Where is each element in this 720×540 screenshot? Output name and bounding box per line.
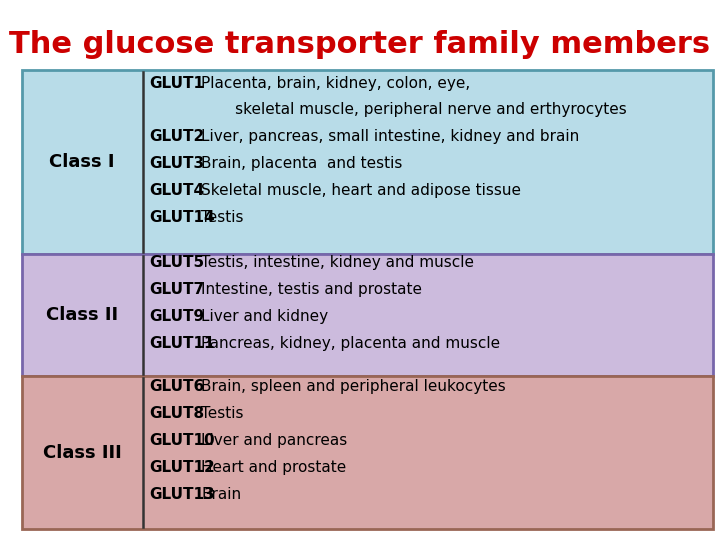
Text: Brain, placenta  and testis: Brain, placenta and testis [202,157,402,171]
Text: Testis: Testis [202,210,244,225]
Text: GLUT3: GLUT3 [150,157,204,171]
Text: GLUT13: GLUT13 [150,487,215,502]
Text: Class II: Class II [46,306,118,324]
Text: Testis: Testis [202,406,244,421]
Text: Brain, spleen and peripheral leukocytes: Brain, spleen and peripheral leukocytes [202,380,506,394]
Text: GLUT10: GLUT10 [150,433,215,448]
Text: Class III: Class III [42,444,122,462]
Text: Pancreas, kidney, placenta and muscle: Pancreas, kidney, placenta and muscle [202,336,500,350]
Text: GLUT5: GLUT5 [150,255,204,270]
Text: GLUT12: GLUT12 [150,460,215,475]
Text: Intestine, testis and prostate: Intestine, testis and prostate [202,282,423,297]
Text: GLUT8: GLUT8 [150,406,204,421]
Text: GLUT1: GLUT1 [150,76,204,91]
Text: Liver and kidney: Liver and kidney [202,309,328,323]
Text: Heart and prostate: Heart and prostate [202,460,346,475]
Text: Testis, intestine, kidney and muscle: Testis, intestine, kidney and muscle [202,255,474,270]
Text: skeletal muscle, peripheral nerve and erthyrocytes: skeletal muscle, peripheral nerve and er… [202,103,627,118]
Bar [22,254,713,376]
Text: Class I: Class I [50,153,114,171]
Bar [22,376,713,529]
Text: GLUT6: GLUT6 [150,380,204,394]
Text: Brain: Brain [202,487,241,502]
Text: GLUT7: GLUT7 [150,282,204,297]
Text: Liver and pancreas: Liver and pancreas [202,433,348,448]
Bar [22,70,713,254]
Text: Liver, pancreas, small intestine, kidney and brain: Liver, pancreas, small intestine, kidney… [202,130,580,144]
Text: Skeletal muscle, heart and adipose tissue: Skeletal muscle, heart and adipose tissu… [202,183,521,198]
Text: GLUT14: GLUT14 [150,210,215,225]
Text: GLUT2: GLUT2 [150,130,204,144]
Text: GLUT9: GLUT9 [150,309,204,323]
Text: GLUT11: GLUT11 [150,336,215,350]
Text: The glucose transporter family members: The glucose transporter family members [9,30,711,59]
Text: GLUT4: GLUT4 [150,183,204,198]
Text: Placenta, brain, kidney, colon, eye,: Placenta, brain, kidney, colon, eye, [202,76,471,91]
